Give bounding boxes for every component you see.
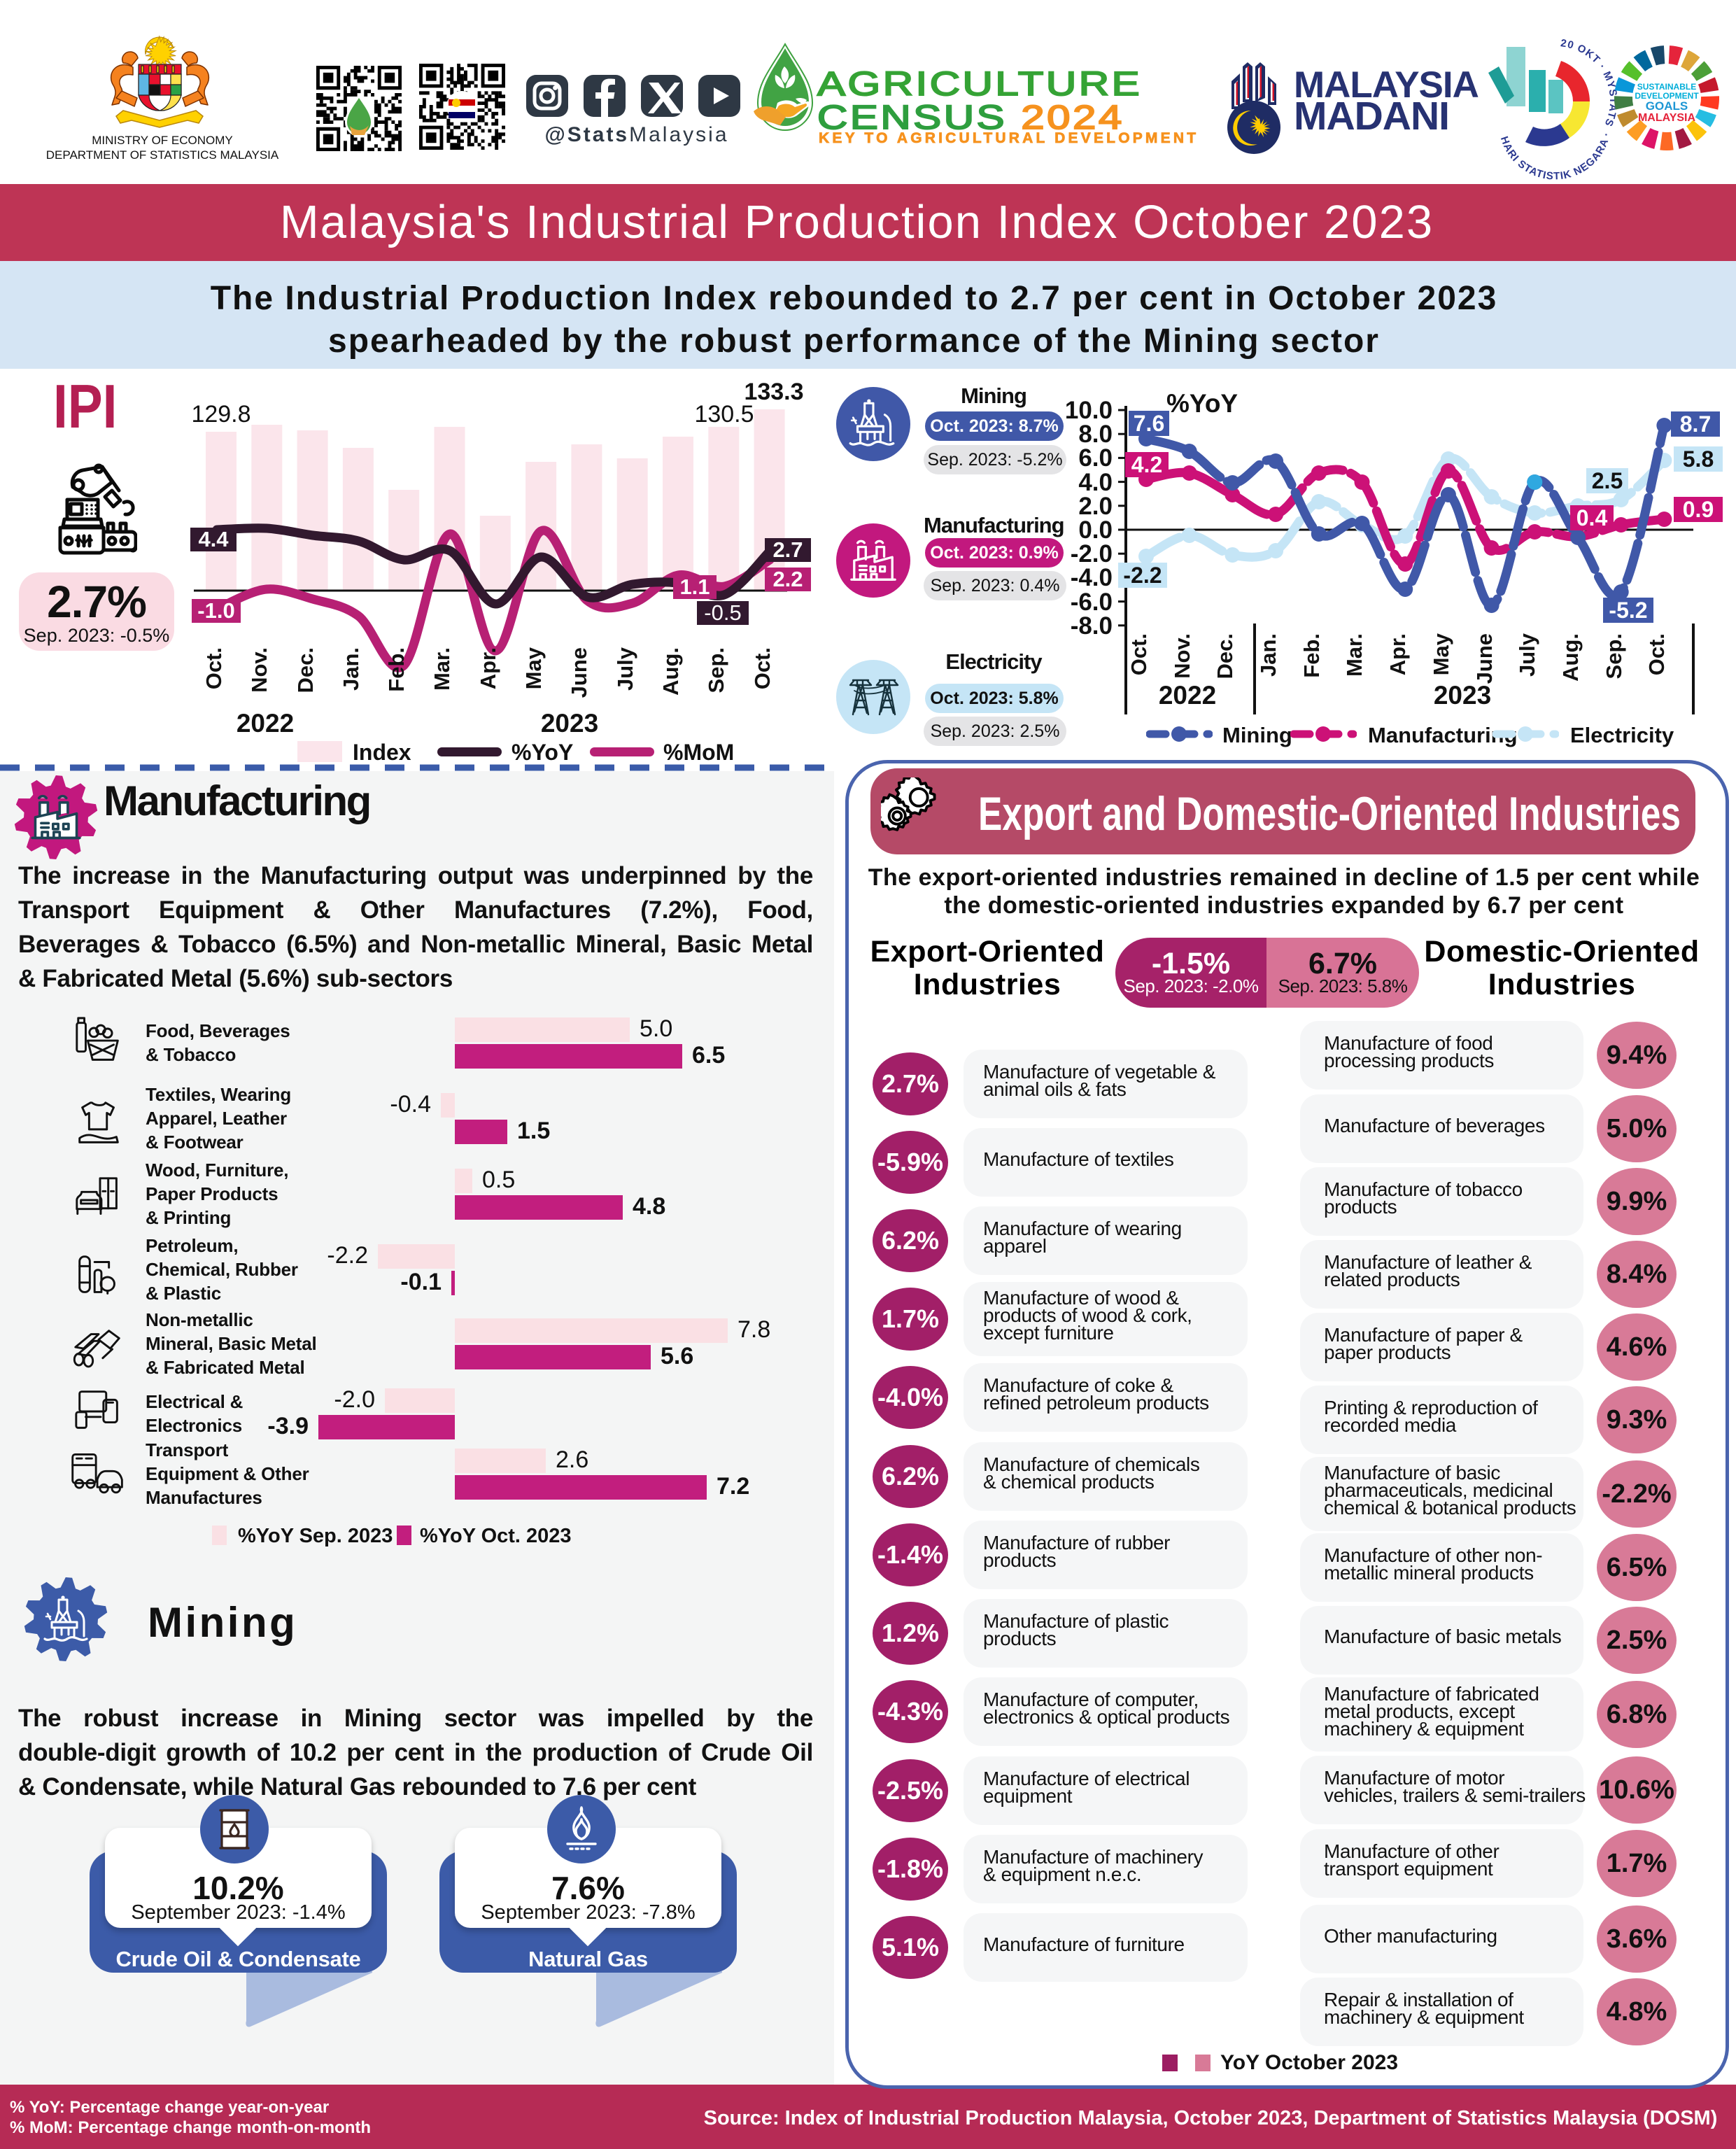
svg-text:Nov.: Nov. — [247, 647, 271, 693]
svg-text:May: May — [1429, 633, 1453, 675]
svg-text:Oct.: Oct. — [1644, 633, 1669, 675]
svg-text:Mar.: Mar. — [1342, 633, 1367, 677]
svg-text:July: July — [613, 647, 637, 691]
svg-text:Dec.: Dec. — [293, 647, 318, 693]
svg-text:2023: 2023 — [1434, 681, 1491, 710]
svg-text:Aug.: Aug. — [658, 647, 683, 696]
svg-text:Sep.: Sep. — [704, 647, 728, 693]
svg-text:MALAYSIA: MALAYSIA — [1638, 112, 1696, 124]
svg-text:Oct.: Oct. — [750, 647, 775, 689]
svg-text:Oct.: Oct. — [1127, 633, 1151, 675]
svg-text:June: June — [567, 647, 591, 698]
svg-text:0.0: 0.0 — [1078, 516, 1113, 544]
svg-text:6.0: 6.0 — [1078, 444, 1113, 472]
svg-text:GOALS: GOALS — [1646, 99, 1688, 113]
svg-text:2023: 2023 — [541, 709, 598, 738]
svg-text:Feb.: Feb. — [384, 647, 409, 692]
svg-text:4.0: 4.0 — [1078, 469, 1113, 496]
svg-text:Nov.: Nov. — [1170, 633, 1194, 679]
svg-text:-8.0: -8.0 — [1071, 612, 1113, 640]
svg-text:-2.0: -2.0 — [1071, 540, 1113, 568]
svg-text:May: May — [521, 647, 546, 689]
svg-text:Dec.: Dec. — [1213, 633, 1237, 679]
svg-text:-4.0: -4.0 — [1071, 564, 1113, 591]
svg-text:July: July — [1515, 633, 1539, 677]
svg-text:Apr.: Apr. — [1385, 633, 1410, 675]
svg-text:2.0: 2.0 — [1078, 493, 1113, 520]
svg-text:Feb.: Feb. — [1299, 633, 1324, 678]
svg-text:Apr.: Apr. — [476, 647, 500, 689]
svg-text:Oct.: Oct. — [202, 647, 226, 689]
svg-text:Export and Domestic-Oriented I: Export and Domestic-Oriented Industries — [978, 787, 1681, 840]
svg-text:-6.0: -6.0 — [1071, 589, 1113, 616]
svg-text:2022: 2022 — [1159, 681, 1216, 710]
svg-text:Aug.: Aug. — [1558, 633, 1583, 682]
svg-text:Jan.: Jan. — [1256, 633, 1280, 677]
svg-text:SUSTAINABLE: SUSTAINABLE — [1637, 82, 1696, 92]
svg-text:8.0: 8.0 — [1078, 421, 1113, 448]
svg-text:Jan.: Jan. — [339, 647, 363, 691]
svg-text:Mar.: Mar. — [430, 647, 454, 691]
svg-text:2022: 2022 — [237, 709, 294, 738]
svg-text:10.0: 10.0 — [1065, 397, 1113, 424]
svg-text:Sep.: Sep. — [1602, 633, 1626, 679]
svg-text:June: June — [1472, 633, 1497, 684]
svg-text:DEVELOPMENT: DEVELOPMENT — [1635, 91, 1699, 101]
